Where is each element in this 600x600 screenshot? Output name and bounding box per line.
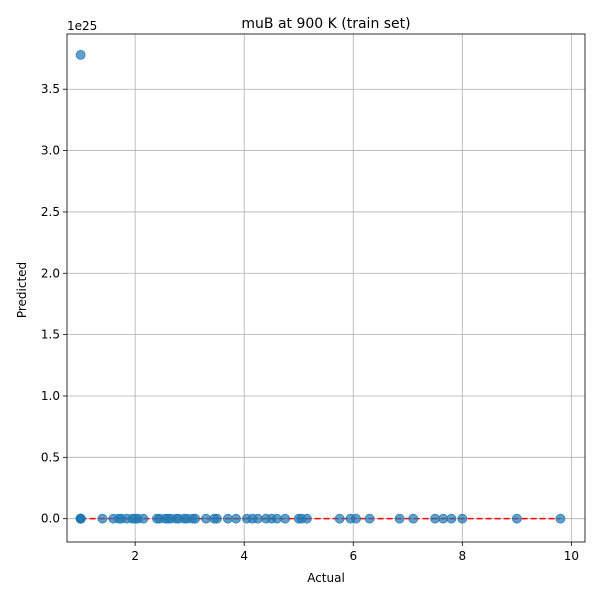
data-point bbox=[364, 513, 375, 524]
data-point bbox=[457, 513, 468, 524]
data-point bbox=[97, 513, 108, 524]
data-point bbox=[201, 513, 211, 524]
data-point bbox=[212, 513, 222, 524]
data-point bbox=[351, 513, 361, 524]
data-point bbox=[408, 513, 419, 524]
x-tick-label: 4 bbox=[240, 549, 248, 563]
y-offset-label: 1e25 bbox=[67, 19, 97, 33]
y-axis-ticks: 0.0 0.5 1.0 1.5 2.0 2.5 3.0 3.5 bbox=[41, 82, 67, 526]
data-point bbox=[334, 513, 345, 524]
data-point bbox=[272, 513, 282, 524]
data-points bbox=[75, 49, 566, 524]
x-tick-label: 10 bbox=[564, 549, 579, 563]
y-tick-label: 3.5 bbox=[41, 82, 60, 96]
data-point bbox=[438, 513, 449, 524]
x-tick-label: 2 bbox=[131, 549, 139, 563]
chart-title: muB at 900 K (train set) bbox=[241, 16, 410, 32]
data-point bbox=[138, 513, 149, 524]
y-tick-label: 0.0 bbox=[41, 512, 60, 526]
x-axis-label: Actual bbox=[307, 571, 345, 585]
y-axis-label: Predicted bbox=[15, 262, 29, 318]
data-point bbox=[190, 513, 201, 524]
data-point bbox=[280, 513, 291, 524]
x-tick-label: 8 bbox=[458, 549, 466, 563]
y-tick-label: 3.0 bbox=[41, 144, 60, 158]
y-tick-label: 0.5 bbox=[41, 450, 60, 464]
x-tick-label: 6 bbox=[349, 549, 357, 563]
y-tick-label: 1.5 bbox=[41, 328, 60, 342]
data-point bbox=[446, 513, 457, 524]
data-point bbox=[222, 513, 233, 524]
x-axis-ticks: 2 4 6 8 10 bbox=[131, 542, 579, 563]
data-point bbox=[75, 49, 86, 60]
y-tick-label: 2.5 bbox=[41, 205, 60, 219]
data-point bbox=[302, 513, 312, 524]
data-point bbox=[555, 513, 566, 524]
data-point bbox=[394, 513, 405, 524]
plot-frame bbox=[66, 33, 586, 543]
data-point bbox=[252, 513, 263, 524]
data-point bbox=[430, 513, 440, 524]
y-tick-label: 1.0 bbox=[41, 389, 60, 403]
data-point bbox=[231, 513, 241, 524]
y-tick-label: 2.0 bbox=[41, 266, 60, 280]
data-point bbox=[75, 513, 86, 524]
data-point bbox=[511, 513, 522, 524]
